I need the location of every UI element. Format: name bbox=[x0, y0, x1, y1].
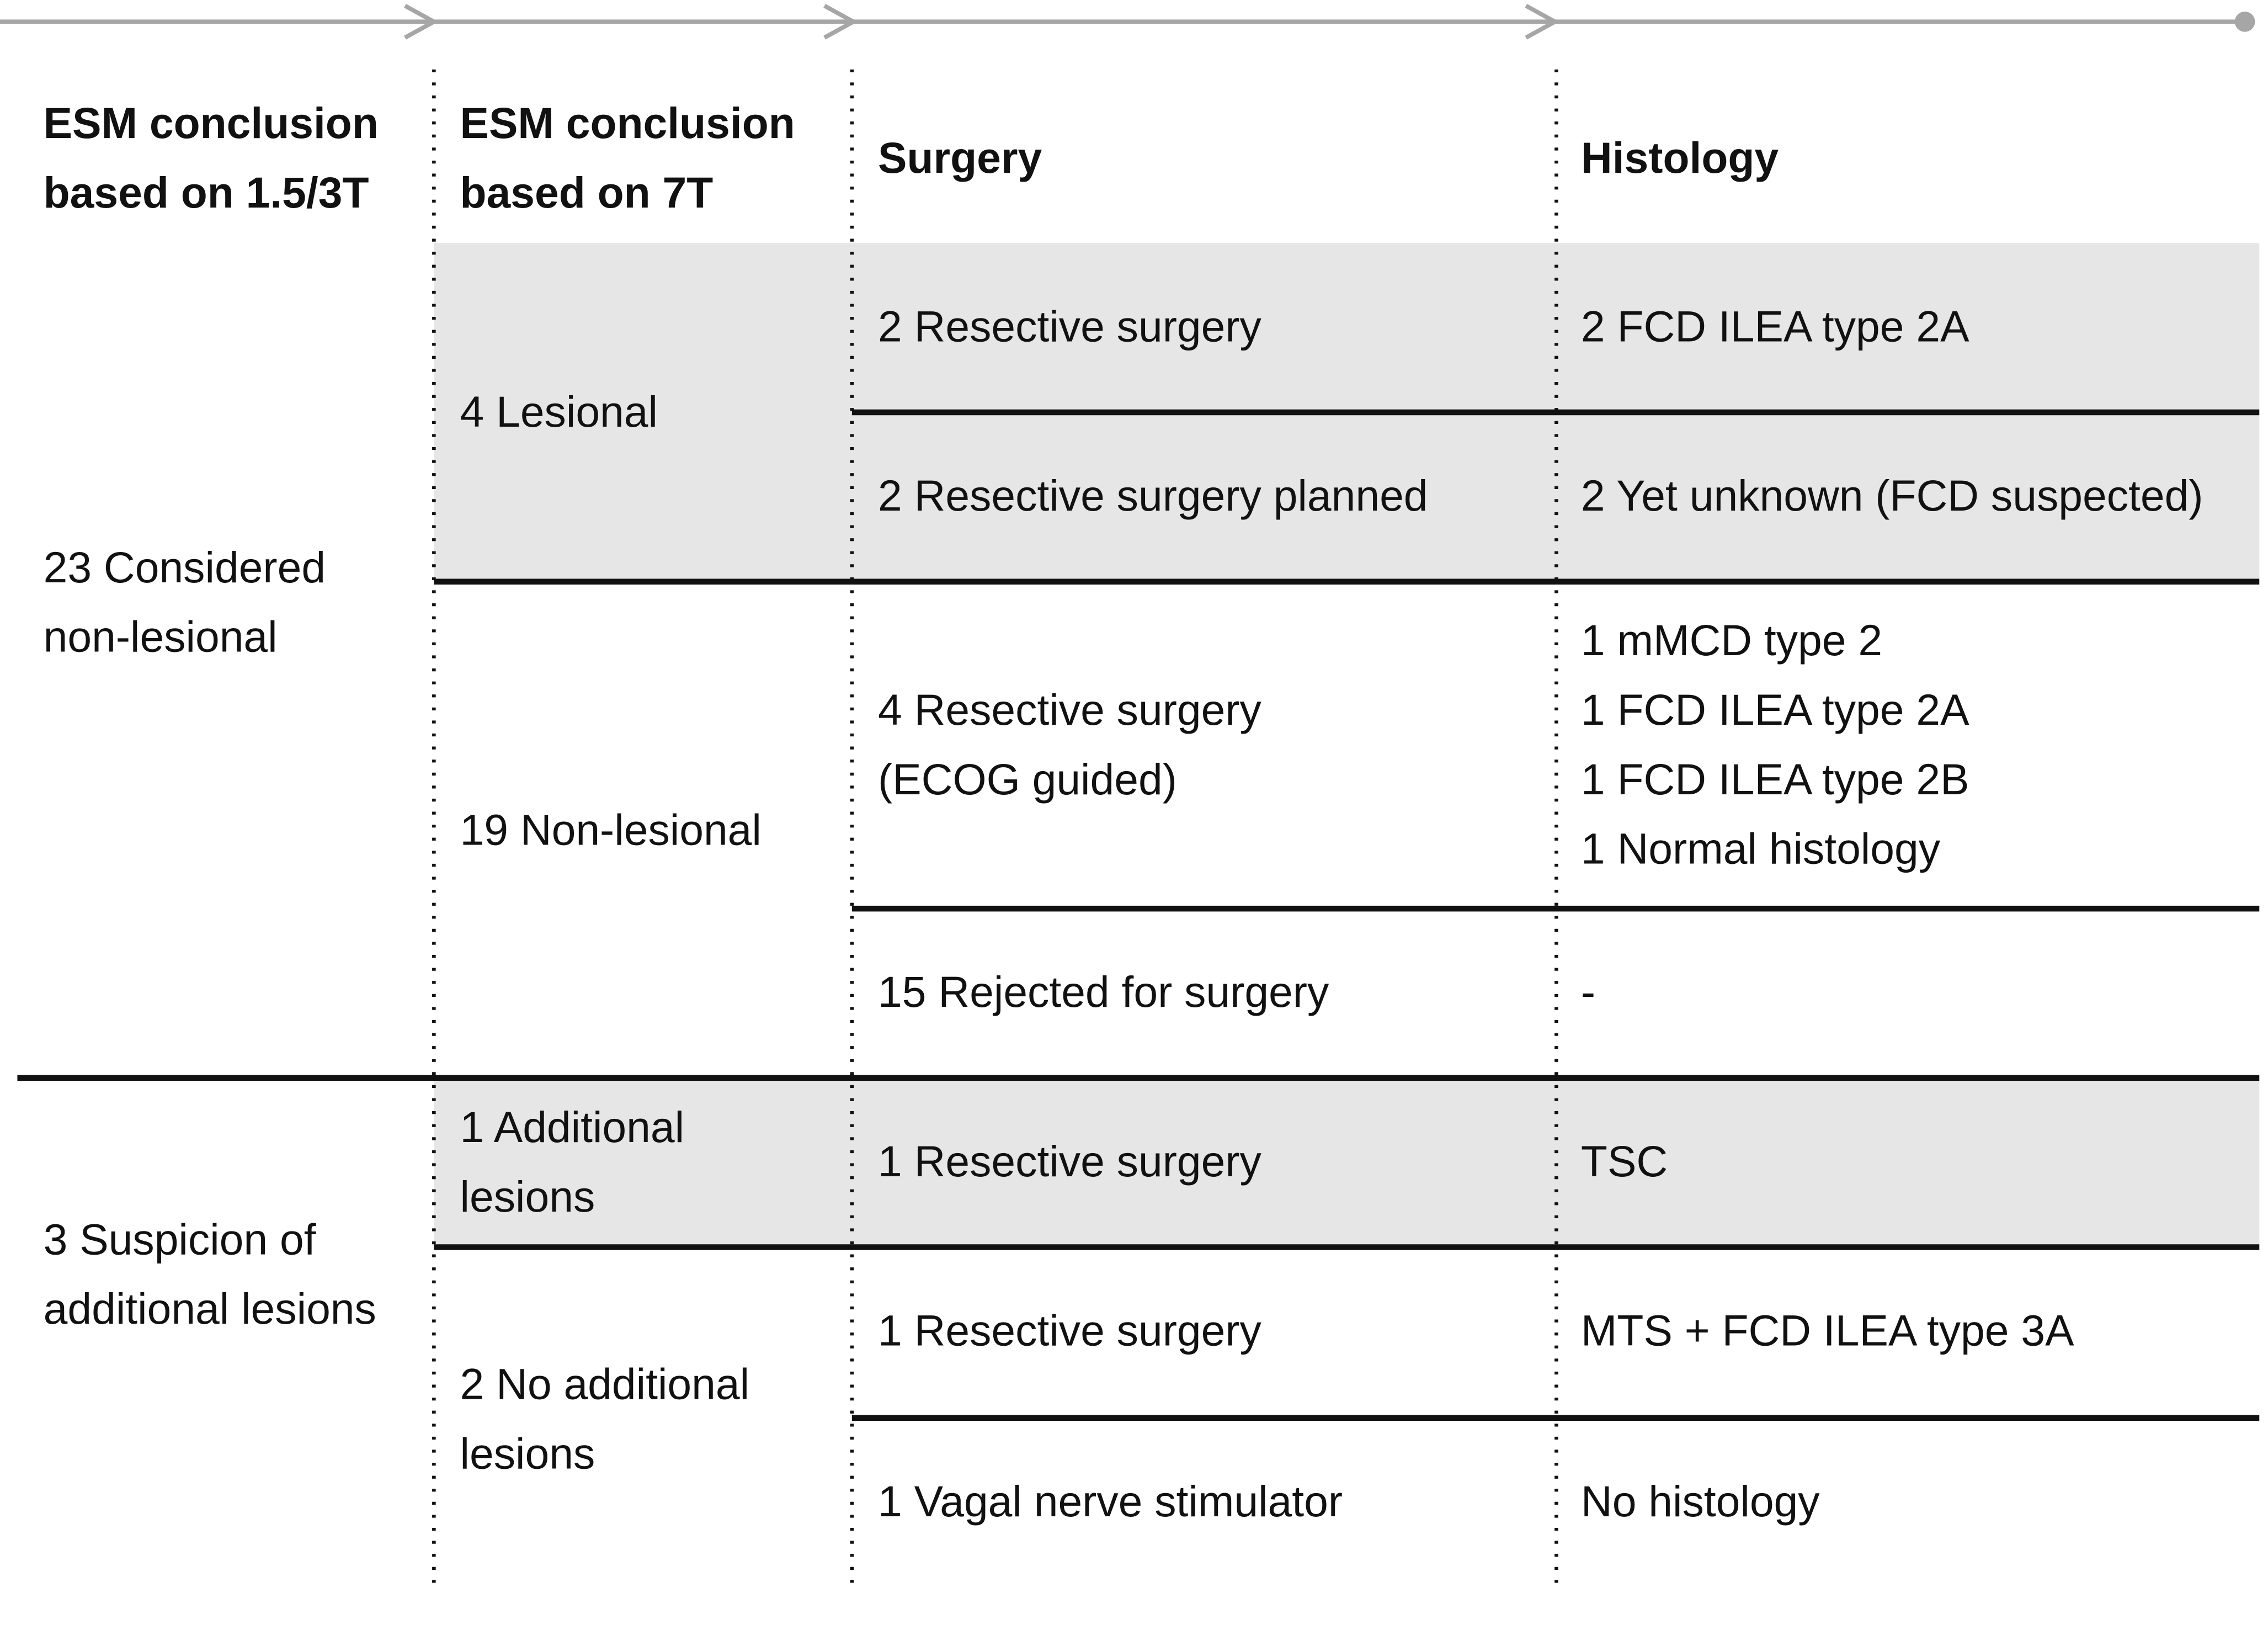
seven-tesla-conclusion: 19 Non-lesional bbox=[460, 806, 762, 854]
histology-cell: - bbox=[1581, 968, 1595, 1016]
histology-cell: 1 FCD ILEA type 2B bbox=[1581, 755, 1969, 804]
seven-tesla-conclusion: lesions bbox=[460, 1172, 595, 1221]
seven-tesla-conclusion: 1 Additional bbox=[460, 1103, 685, 1151]
seven-tesla-conclusion: lesions bbox=[460, 1429, 595, 1478]
baseline-conclusion: 3 Suspicion of bbox=[44, 1215, 316, 1263]
histology-cell: No histology bbox=[1581, 1477, 1820, 1526]
histology-cell: 2 FCD ILEA type 2A bbox=[1581, 302, 1969, 351]
baseline-conclusion: additional lesions bbox=[44, 1284, 376, 1333]
seven-tesla-conclusion: 2 No additional bbox=[460, 1360, 750, 1408]
column-header: Surgery bbox=[878, 134, 1042, 182]
surgery-cell: 15 Rejected for surgery bbox=[878, 968, 1329, 1016]
baseline-conclusion: 23 Considered bbox=[44, 543, 326, 592]
column-header: ESM conclusion bbox=[44, 99, 379, 147]
surgery-cell: 2 Resective surgery planned bbox=[878, 471, 1428, 520]
texts: ESM conclusion based on 1.5/3T ESM conclus… bbox=[44, 99, 2203, 1526]
column-header: Histology bbox=[1581, 134, 1779, 182]
histology-cell: MTS + FCD ILEA type 3A bbox=[1581, 1306, 2074, 1355]
baseline-conclusion: non-lesional bbox=[44, 613, 278, 661]
row-separators bbox=[17, 409, 2260, 1421]
surgery-cell: 1 Vagal nerve stimulator bbox=[878, 1477, 1343, 1526]
surgery-cell: (ECOG guided) bbox=[878, 755, 1177, 804]
seven-tesla-conclusion: 4 Lesional bbox=[460, 387, 658, 436]
histology-cell: TSC bbox=[1581, 1137, 1668, 1186]
column-header: based on 1.5/3T bbox=[44, 168, 369, 217]
surgery-cell: 1 Resective surgery bbox=[878, 1306, 1261, 1355]
shaded-block bbox=[434, 1077, 2260, 1247]
column-header: ESM conclusion bbox=[460, 99, 795, 147]
histology-cell: 2 Yet unknown (FCD suspected) bbox=[1581, 471, 2203, 520]
surgery-cell: 4 Resective surgery bbox=[878, 686, 1261, 734]
histology-cell: 1 FCD ILEA type 2A bbox=[1581, 686, 1969, 734]
histology-cell: 1 Normal histology bbox=[1581, 825, 1941, 873]
surgery-cell: 1 Resective surgery bbox=[878, 1137, 1261, 1186]
surgery-cell: 2 Resective surgery bbox=[878, 302, 1261, 351]
timeline-arrow bbox=[0, 4, 2255, 40]
histology-cell: 1 mMCD type 2 bbox=[1581, 616, 1882, 665]
column-header: based on 7T bbox=[460, 168, 714, 217]
